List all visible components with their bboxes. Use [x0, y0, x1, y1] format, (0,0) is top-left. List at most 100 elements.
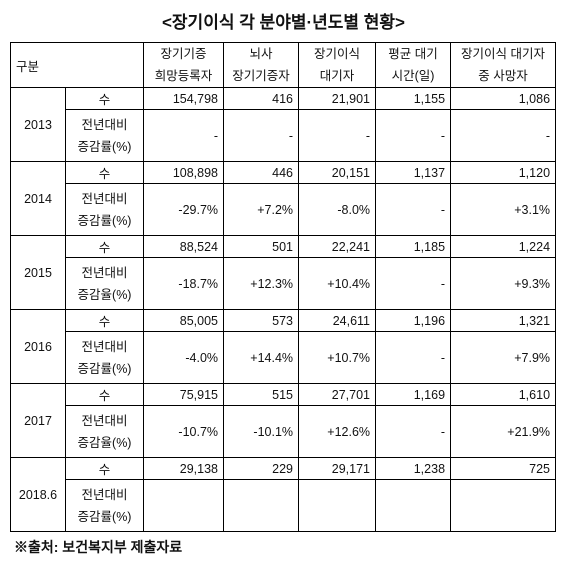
- count-row: 2017 수 75,915 515 27,701 1,169 1,610: [10, 383, 557, 458]
- label-line: 증감율(%): [77, 435, 132, 450]
- count-cell: 29,171: [298, 457, 377, 480]
- count-cell: 1,238: [375, 457, 452, 480]
- source: ※출처: 보건복지부 제출자료: [14, 539, 183, 555]
- change-cell: -29.7%: [143, 183, 225, 236]
- change-cell: +12.3%: [223, 257, 300, 310]
- count-cell: 501: [223, 235, 300, 258]
- count-cell: 1,185: [375, 235, 452, 258]
- corner-cell: 구분: [9, 42, 145, 88]
- header-line: 중 사망자: [478, 69, 528, 83]
- change-cell: +10.7%: [298, 331, 377, 384]
- count-cell: 229: [223, 457, 300, 480]
- label-line: 증감률(%): [77, 509, 132, 524]
- count-cell: 154,798: [143, 87, 225, 110]
- change-row: 전년대비 증감율(%) -18.7% +12.3% +10.4% - +9.3%: [11, 257, 557, 310]
- count-cell: 29,138: [143, 457, 225, 480]
- row-label: 수: [64, 161, 145, 184]
- count-cell: 1,224: [450, 235, 557, 258]
- row-label: 수: [64, 383, 145, 406]
- header-line: 장기이식: [314, 47, 361, 61]
- row-label: 전년대비 증감율(%): [64, 257, 145, 310]
- count-cell: 85,005: [143, 309, 225, 332]
- count-cell: 573: [223, 309, 300, 332]
- count-cell: 22,241: [298, 235, 377, 258]
- count-cell: 108,898: [143, 161, 225, 184]
- change-cell: -: [223, 109, 300, 162]
- count-cell: 24,611: [298, 309, 377, 332]
- change-cell: -: [375, 331, 452, 384]
- count-cell: 1,321: [450, 309, 557, 332]
- label-line: 증감률(%): [77, 213, 132, 228]
- header-line: 장기기증: [160, 47, 207, 61]
- label-line: 전년대비: [81, 117, 128, 132]
- count-cell: 1,169: [375, 383, 452, 406]
- change-cell: -4.0%: [143, 331, 225, 384]
- label-line: 전년대비: [81, 339, 128, 354]
- count-cell: 75,915: [143, 383, 225, 406]
- label-line: 전년대비: [81, 487, 128, 502]
- change-cell: +10.4%: [298, 257, 377, 310]
- row-label: 수: [64, 235, 145, 258]
- change-cell: +9.3%: [450, 257, 557, 310]
- count-row: 2014 수 108,898 446 20,151 1,137 1,120: [10, 161, 557, 236]
- change-cell: +14.4%: [223, 331, 300, 384]
- change-cell: [298, 479, 377, 532]
- change-cell: -18.7%: [143, 257, 225, 310]
- change-cell: +7.9%: [450, 331, 557, 384]
- row-label: 수: [64, 309, 145, 332]
- change-cell: +7.2%: [223, 183, 300, 236]
- change-cell: -: [375, 405, 452, 458]
- change-row: 전년대비 증감률(%) -4.0% +14.4% +10.7% - +7.9%: [11, 331, 557, 384]
- count-row: 2016 수 85,005 573 24,611 1,196 1,321: [10, 309, 557, 384]
- year-cell: 2018.6: [10, 457, 66, 532]
- row-label: 수: [64, 87, 145, 110]
- count-cell: 1,137: [375, 161, 452, 184]
- header-line: 희망등록자: [154, 69, 213, 83]
- change-row: 전년대비 증감율(%) -10.7% -10.1% +12.6% - +21.9%: [11, 405, 557, 458]
- change-row: 전년대비 증감률(%) -29.7% +7.2% -8.0% - +3.1%: [11, 183, 557, 236]
- label-line: 전년대비: [81, 191, 128, 206]
- change-row: 전년대비 증감률(%) - - - - -: [11, 109, 557, 162]
- header-line: 장기기증자: [232, 69, 290, 83]
- count-cell: 21,901: [298, 87, 377, 110]
- change-cell: [223, 479, 300, 532]
- count-cell: 515: [223, 383, 300, 406]
- change-cell: +21.9%: [450, 405, 557, 458]
- change-cell: +12.6%: [298, 405, 377, 458]
- count-row: 2018.6 수 29,138 229 29,171 1,238 725: [10, 457, 557, 532]
- count-cell: 88,524: [143, 235, 225, 258]
- change-cell: [375, 479, 452, 532]
- label-line: 증감률(%): [77, 139, 132, 154]
- row-label: 전년대비 증감율(%): [64, 405, 145, 458]
- header-line: 대기자: [319, 69, 355, 83]
- title: <장기이식 각 분야별·년도별 현황>: [161, 13, 405, 32]
- header-row: 구분 장기기증 희망등록자 뇌사 장기기증자 장기이식 대기자 평균 대기 시간(일) 장기이식 …: [9, 42, 557, 88]
- count-cell: 1,086: [450, 87, 557, 110]
- year-cell: 2013: [10, 87, 66, 162]
- header-line: 뇌사: [249, 47, 273, 61]
- header-line: 장기이식 대기자: [461, 47, 545, 61]
- change-cell: -: [375, 183, 452, 236]
- count-cell: 1,610: [450, 383, 557, 406]
- count-cell: 416: [223, 87, 300, 110]
- count-row: 2013 수 154,798 416 21,901 1,155 1,086: [10, 87, 557, 162]
- change-cell: +3.1%: [450, 183, 557, 236]
- change-cell: [450, 479, 557, 532]
- change-cell: -10.7%: [143, 405, 225, 458]
- label-line: 증감률(%): [77, 361, 132, 376]
- label-line: 전년대비: [81, 265, 128, 280]
- change-cell: -: [298, 109, 377, 162]
- count-cell: 446: [223, 161, 300, 184]
- column-header: 평균 대기 시간(일): [375, 42, 452, 88]
- change-cell: -10.1%: [223, 405, 300, 458]
- count-row: 2015 수 88,524 501 22,241 1,185 1,224: [10, 235, 557, 310]
- header-line: 시간(일): [391, 69, 435, 83]
- count-cell: 20,151: [298, 161, 377, 184]
